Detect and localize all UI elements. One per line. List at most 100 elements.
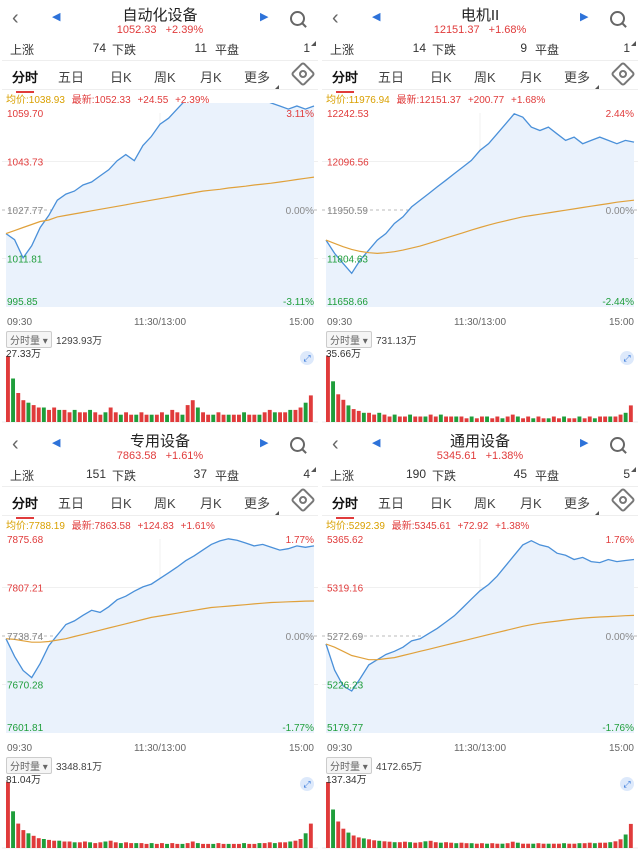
settings-icon[interactable] xyxy=(290,61,316,87)
volume-bar xyxy=(449,842,454,848)
market-breadth: 上涨 151 下跌 37 平盘 4 xyxy=(2,464,318,487)
tab-1[interactable]: 五日 xyxy=(378,70,405,85)
intraday-chart[interactable]: 5365.62 5319.16 5272.69 5226.23 5179.77 1.76%… xyxy=(322,529,638,755)
change-pct: +1.61% xyxy=(180,521,215,532)
next-sector-icon[interactable]: ▶ xyxy=(580,437,589,449)
volume-bar xyxy=(485,843,489,848)
y-tick-label: 7807.21 xyxy=(7,584,44,595)
tab-3[interactable]: 周K xyxy=(154,70,176,85)
settings-icon[interactable] xyxy=(610,487,636,513)
latest-prefix: 最新: xyxy=(71,95,95,106)
tab-2[interactable]: 日K xyxy=(110,496,132,511)
volume-bar xyxy=(57,840,62,848)
back-icon[interactable]: ‹ xyxy=(12,7,19,29)
volume-indicator-selector[interactable]: 分时量 ▾ xyxy=(326,331,372,348)
volume-indicator-selector[interactable]: 分时量 ▾ xyxy=(6,331,52,348)
avg-prefix: 均价: xyxy=(6,95,29,106)
tab-5[interactable]: 更多 xyxy=(244,67,280,89)
change-value: +24.55 xyxy=(137,95,169,106)
volume-bar xyxy=(346,832,351,848)
next-sector-icon[interactable]: ▶ xyxy=(260,11,269,23)
volume-bar xyxy=(541,843,546,848)
tab-4[interactable]: 月K xyxy=(200,70,222,85)
tab-3[interactable]: 周K xyxy=(154,496,176,511)
price-summary: 均价:1038.93 最新:1052.33 +24.55 +2.39% xyxy=(6,91,213,106)
volume-bar xyxy=(582,843,587,848)
breadth-expand-icon[interactable] xyxy=(311,467,316,472)
next-sector-icon[interactable]: ▶ xyxy=(580,11,589,23)
back-icon[interactable]: ‹ xyxy=(332,433,339,455)
header-price: 7863.58 xyxy=(116,450,157,462)
tab-2[interactable]: 日K xyxy=(430,70,452,85)
volume-bar xyxy=(392,842,397,848)
volume-bar xyxy=(103,412,108,422)
volume-bar xyxy=(165,843,169,848)
volume-bar xyxy=(413,416,418,422)
volume-bar xyxy=(98,414,103,422)
volume-bar xyxy=(57,409,62,422)
tab-5[interactable]: 更多 xyxy=(564,493,600,515)
tab-4[interactable]: 月K xyxy=(520,70,542,85)
volume-total: 1293.93万 xyxy=(56,336,103,347)
intraday-chart[interactable]: 1059.70 1043.73 1027.77 1011.81 995.85 3.11% 0… xyxy=(2,103,318,329)
tab-4[interactable]: 月K xyxy=(520,496,542,511)
prev-sector-icon[interactable]: ◀ xyxy=(372,11,381,23)
volume-bar xyxy=(247,843,252,848)
tab-0[interactable]: 分时 xyxy=(332,67,358,93)
intraday-chart[interactable]: 12242.53 12096.56 11950.59 11804.63 11658.66… xyxy=(322,103,638,329)
tab-5[interactable]: 更多 xyxy=(564,67,600,89)
back-icon[interactable]: ‹ xyxy=(12,433,19,455)
volume-bar xyxy=(577,843,582,848)
tab-1[interactable]: 五日 xyxy=(378,496,405,511)
prev-sector-icon[interactable]: ◀ xyxy=(372,437,381,449)
prev-sector-icon[interactable]: ◀ xyxy=(52,11,61,23)
volume-bar xyxy=(480,843,484,848)
next-sector-icon[interactable]: ▶ xyxy=(260,437,269,449)
expand-icon[interactable]: ⤢ xyxy=(300,777,314,791)
expand-icon[interactable]: ⤢ xyxy=(300,351,314,365)
flat-count: 1 xyxy=(303,41,310,55)
tab-2[interactable]: 日K xyxy=(430,496,452,511)
volume-bar xyxy=(403,416,407,422)
volume-bar xyxy=(438,842,443,848)
search-icon[interactable] xyxy=(290,11,305,26)
pct-tick-label: 0.00% xyxy=(286,206,314,217)
tab-1[interactable]: 五日 xyxy=(58,496,85,511)
breadth-expand-icon[interactable] xyxy=(631,41,636,46)
down-label: 下跌 xyxy=(112,43,137,57)
volume-bar xyxy=(628,405,633,422)
search-icon[interactable] xyxy=(610,437,625,452)
tab-3[interactable]: 周K xyxy=(474,496,496,511)
x-tick-label: 09:30 xyxy=(7,743,32,754)
tab-0[interactable]: 分时 xyxy=(12,493,38,519)
tab-4[interactable]: 月K xyxy=(200,496,222,511)
intraday-chart[interactable]: 7875.68 7807.21 7738.74 7670.28 7601.81 1.77%… xyxy=(2,529,318,755)
back-icon[interactable]: ‹ xyxy=(332,7,339,29)
volume-indicator-selector[interactable]: 分时量 ▾ xyxy=(326,757,372,774)
tab-5[interactable]: 更多 xyxy=(244,493,280,515)
search-icon[interactable] xyxy=(290,437,305,452)
breadth-expand-icon[interactable] xyxy=(311,41,316,46)
volume-bar xyxy=(557,843,561,848)
tab-3[interactable]: 周K xyxy=(474,70,496,85)
price-line xyxy=(5,103,315,260)
tab-2[interactable]: 日K xyxy=(110,70,132,85)
settings-icon[interactable] xyxy=(610,61,636,87)
search-icon[interactable] xyxy=(610,11,625,26)
prev-sector-icon[interactable]: ◀ xyxy=(52,437,61,449)
tab-1[interactable]: 五日 xyxy=(58,70,85,85)
volume-indicator-selector[interactable]: 分时量 ▾ xyxy=(6,757,52,774)
volume-bar xyxy=(129,843,134,848)
volume-bar xyxy=(408,842,412,848)
volume-bar xyxy=(288,409,293,422)
price-summary: 均价:7788.19 最新:7863.58 +124.83 +1.61% xyxy=(6,517,219,532)
breadth-expand-icon[interactable] xyxy=(631,467,636,472)
tab-0[interactable]: 分时 xyxy=(12,67,38,93)
settings-icon[interactable] xyxy=(290,487,316,513)
volume-bar xyxy=(62,409,67,422)
volume-chart xyxy=(322,782,638,849)
expand-icon[interactable]: ⤢ xyxy=(620,351,634,365)
tab-0[interactable]: 分时 xyxy=(332,493,358,519)
expand-icon[interactable]: ⤢ xyxy=(620,777,634,791)
avg-price-line xyxy=(325,199,635,255)
